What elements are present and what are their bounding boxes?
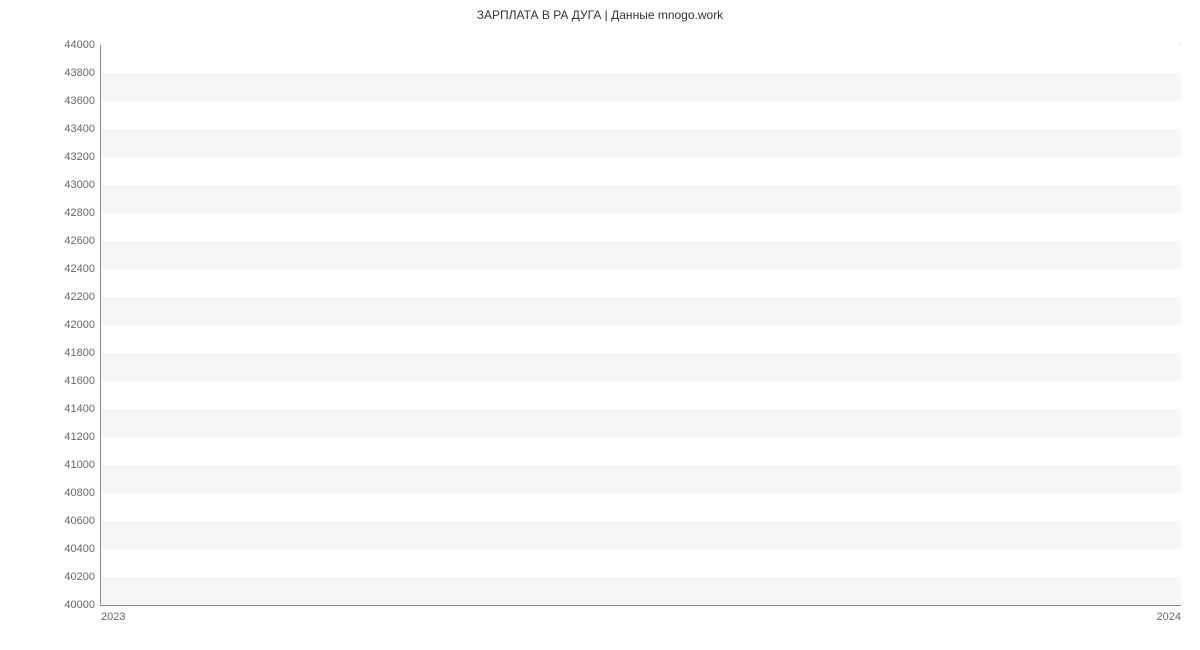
y-tick-label: 43600 (64, 95, 95, 107)
y-tick-label: 43200 (64, 151, 95, 163)
grid-band (101, 465, 1181, 493)
y-tick-label: 41600 (64, 375, 95, 387)
y-tick-label: 40200 (64, 571, 95, 583)
grid-band (101, 241, 1181, 269)
y-tick-label: 42200 (64, 291, 95, 303)
grid-band (101, 409, 1181, 437)
y-tick-label: 43400 (64, 123, 95, 135)
grid-band (101, 185, 1181, 213)
y-tick-label: 40600 (64, 515, 95, 527)
grid-band (101, 297, 1181, 325)
grid-band (101, 353, 1181, 381)
grid-band (101, 493, 1181, 521)
grid-band (101, 157, 1181, 185)
y-tick-label: 42400 (64, 263, 95, 275)
grid-band (101, 521, 1181, 549)
grid-band (101, 437, 1181, 465)
x-tick-label: 2023 (101, 611, 125, 623)
chart-title: ЗАРПЛАТА В РА ДУГА | Данные mnogo.work (0, 8, 1200, 22)
grid-band (101, 101, 1181, 129)
grid-band (101, 325, 1181, 353)
grid-band (101, 577, 1181, 605)
y-tick-label: 44000 (64, 39, 95, 51)
y-tick-label: 43800 (64, 67, 95, 79)
y-tick-label: 40800 (64, 487, 95, 499)
grid-band (101, 269, 1181, 297)
y-tick-label: 42000 (64, 319, 95, 331)
grid-band (101, 381, 1181, 409)
grid-band (101, 213, 1181, 241)
y-tick-label: 40000 (64, 599, 95, 611)
x-tick-label: 2024 (1157, 611, 1181, 623)
plot-area: 4000040200404004060040800410004120041400… (100, 45, 1181, 606)
y-tick-label: 43000 (64, 179, 95, 191)
grid-band (101, 45, 1181, 73)
grid-band (101, 73, 1181, 101)
y-tick-label: 42600 (64, 235, 95, 247)
y-tick-label: 41400 (64, 403, 95, 415)
y-tick-label: 42800 (64, 207, 95, 219)
y-tick-label: 41200 (64, 431, 95, 443)
y-tick-label: 40400 (64, 543, 95, 555)
grid-band (101, 549, 1181, 577)
y-tick-label: 41800 (64, 347, 95, 359)
salary-line-chart: ЗАРПЛАТА В РА ДУГА | Данные mnogo.work 4… (0, 0, 1200, 650)
grid-band (101, 129, 1181, 157)
y-tick-label: 41000 (64, 459, 95, 471)
